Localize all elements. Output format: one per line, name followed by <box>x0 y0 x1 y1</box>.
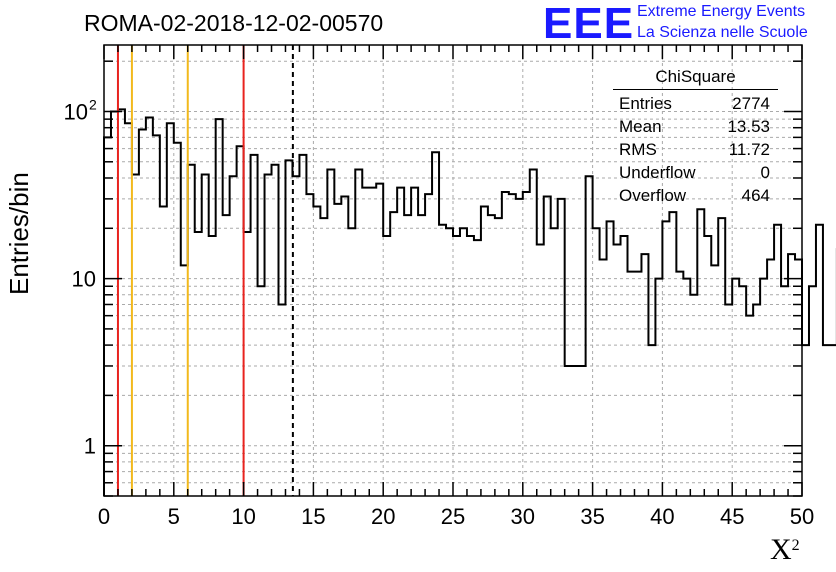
stats-value: 13.53 <box>727 117 770 136</box>
x-tick-label: 25 <box>441 504 465 529</box>
x-tick-label: 20 <box>371 504 395 529</box>
x-tick-label: 45 <box>720 504 744 529</box>
y-tick-label-exponent: 2 <box>89 96 97 112</box>
logo-line-2: La Scienza nelle Scuole <box>637 24 808 41</box>
logo-line-1: Extreme Energy Events <box>637 3 806 20</box>
stats-row-mean: Mean 13.53 <box>613 115 778 138</box>
threshold-lines <box>116 45 294 496</box>
stats-label: Overflow <box>619 186 687 205</box>
chart-title: ROMA-02-2018-12-02-00570 <box>84 10 384 36</box>
y-tick-label: 10 <box>64 99 88 124</box>
stats-label: Underflow <box>619 163 696 182</box>
stats-row-overflow: Overflow 464 <box>613 184 778 207</box>
eee-logo: EEE <box>543 0 635 48</box>
stats-label: Entries <box>619 94 672 113</box>
stats-label: Mean <box>619 117 662 136</box>
x-tick-label: 30 <box>511 504 535 529</box>
x-tick-label: 15 <box>301 504 325 529</box>
x-tick-label: 50 <box>790 504 814 529</box>
histogram-outline <box>103 108 836 496</box>
x-axis-label: X2 <box>770 533 800 567</box>
axis-ticks <box>103 45 803 497</box>
x-tick-label: 5 <box>168 504 180 529</box>
x-tick-label: 35 <box>580 504 604 529</box>
y-axis-label: Entries/bin <box>4 172 34 295</box>
x-axis-label-base: X <box>770 533 792 566</box>
stats-value: 2774 <box>732 94 770 113</box>
stats-value: 464 <box>741 186 770 205</box>
stats-row-entries: Entries 2774 <box>613 92 778 115</box>
x-tick-label: 0 <box>98 504 110 529</box>
stats-row-rms: RMS 11.72 <box>613 138 778 161</box>
x-axis-label-sup: 2 <box>791 537 800 554</box>
stats-title: ChiSquare <box>613 67 778 90</box>
y-tick-label: 1 <box>84 434 96 459</box>
histogram-layer <box>103 108 836 496</box>
x-tick-label: 10 <box>231 504 255 529</box>
stats-value: 11.72 <box>728 140 770 159</box>
y-tick-label: 10 <box>72 267 96 292</box>
stats-value: 0 <box>760 163 770 182</box>
stats-label: RMS <box>619 140 657 159</box>
x-tick-label: 40 <box>650 504 674 529</box>
stats-box: ChiSquare Entries 2774 Mean 13.53 RMS 11.72… <box>613 67 778 207</box>
grid-layer <box>104 45 802 496</box>
stats-row-underflow: Underflow 0 <box>613 161 778 184</box>
